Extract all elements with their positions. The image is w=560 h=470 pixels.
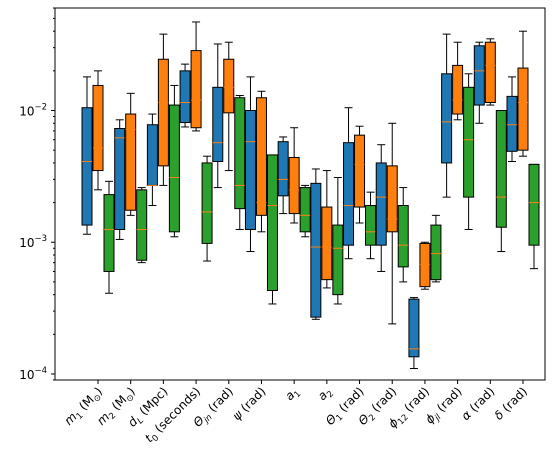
box-body <box>288 156 300 215</box>
box-9-series-1 <box>343 107 355 260</box>
box-8-series-1 <box>310 168 322 320</box>
box-body <box>321 206 333 281</box>
box-body <box>517 67 529 151</box>
box-body <box>365 205 377 246</box>
box-body <box>244 110 256 230</box>
box-body <box>310 182 322 318</box>
box-body <box>419 242 431 288</box>
box-13-series-1 <box>473 41 485 124</box>
box-body <box>397 205 409 268</box>
box-12-series-3 <box>463 73 475 230</box>
box-body <box>343 142 355 246</box>
box-body <box>223 58 235 114</box>
box-7-series-2 <box>288 127 300 224</box>
box-body <box>234 97 246 210</box>
box-9-series-3 <box>365 191 377 260</box>
box-body <box>125 113 137 211</box>
box-12-series-2 <box>452 41 464 121</box>
box-body <box>408 298 420 358</box>
box-body <box>103 194 115 272</box>
box-1-series-3 <box>103 180 115 294</box>
x-tick-label-6: ψ (rad) <box>230 384 269 423</box>
x-tick-label-13: α (rad) <box>459 384 498 423</box>
box-2-series-1 <box>114 119 126 240</box>
box-4-series-1 <box>179 63 191 128</box>
box-3-series-2 <box>157 33 169 186</box>
plot-area <box>81 21 540 370</box>
box-body <box>495 110 507 228</box>
box-5-series-2 <box>223 41 235 172</box>
box-12-series-1 <box>441 33 453 198</box>
axes-frame <box>54 7 546 381</box>
y-tick-label-2: 10−3 <box>19 234 47 250</box>
box-14-series-1 <box>506 76 518 163</box>
box-11-series-3 <box>430 214 442 283</box>
box-body <box>386 165 398 233</box>
box-body <box>81 107 93 226</box>
box-body <box>201 162 213 244</box>
box-body <box>114 128 126 230</box>
box-3-series-1 <box>146 113 158 207</box>
box-body <box>136 189 148 261</box>
box-body <box>146 124 158 186</box>
box-body <box>277 141 289 197</box>
y-tick-label-1: 10−4 <box>19 366 47 382</box>
x-tick-label-12: ϕjl (rad) <box>422 384 466 428</box>
box-body <box>212 86 224 163</box>
box-body <box>190 50 202 129</box>
box-13-series-2 <box>484 38 496 106</box>
box-10-series-2 <box>386 122 398 325</box>
box-9-series-2 <box>354 125 366 224</box>
box-7-series-3 <box>299 184 311 238</box>
box-14-series-3 <box>528 163 540 270</box>
box-body <box>484 41 496 104</box>
box-10-series-1 <box>375 144 387 272</box>
box-5-series-3 <box>234 94 246 230</box>
box-1-series-1 <box>81 76 93 235</box>
box-body <box>332 224 344 296</box>
box-5-series-1 <box>212 43 224 189</box>
box-4-series-3 <box>201 155 213 262</box>
box-8-series-3 <box>332 177 344 305</box>
box-body <box>92 84 104 172</box>
box-8-series-2 <box>321 170 333 289</box>
box-body <box>463 86 475 198</box>
box-4-series-2 <box>190 21 202 132</box>
box-7-series-1 <box>277 136 289 215</box>
x-tick-label-7: a1 <box>282 384 303 405</box>
box-body <box>441 73 453 164</box>
box-body <box>299 187 311 233</box>
box-body <box>266 154 278 292</box>
box-body <box>528 163 540 246</box>
x-tick-label-14: δ (rad) <box>492 384 530 422</box>
box-6-series-3 <box>266 154 278 305</box>
box-body <box>354 134 366 208</box>
box-body <box>506 95 518 152</box>
box-10-series-3 <box>397 187 409 283</box>
box-body <box>430 224 442 281</box>
x-tick-label-8: a2 <box>315 384 336 405</box>
box-body <box>157 58 169 167</box>
box-11-series-1 <box>408 297 420 370</box>
box-body <box>473 45 485 106</box>
box-body <box>179 70 191 124</box>
box-2-series-2 <box>125 92 137 216</box>
box-body <box>452 64 464 115</box>
box-11-series-2 <box>419 241 431 290</box>
y-tick-label-3: 10−2 <box>19 103 47 119</box>
box-6-series-2 <box>255 90 267 233</box>
box-3-series-3 <box>168 84 180 238</box>
box-14-series-2 <box>517 30 529 157</box>
box-body <box>168 104 180 233</box>
box-1-series-2 <box>92 70 104 191</box>
box-6-series-1 <box>244 76 256 253</box>
box-body <box>255 97 267 216</box>
box-body <box>375 162 387 246</box>
box-13-series-3 <box>495 110 507 253</box>
box-2-series-3 <box>136 187 148 264</box>
